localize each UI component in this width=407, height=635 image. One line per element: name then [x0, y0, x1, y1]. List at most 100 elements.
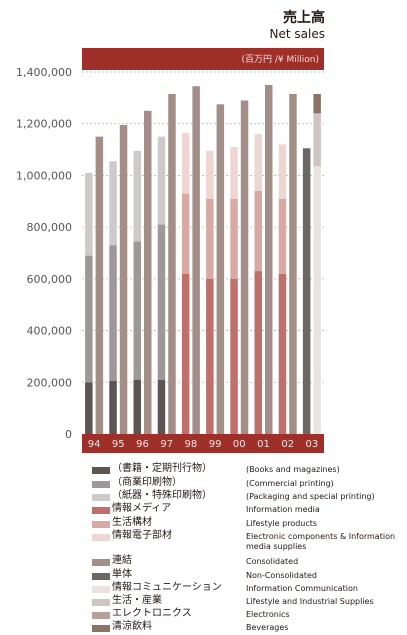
x-tick-label: 96: [136, 439, 149, 450]
bar-segment: [254, 190, 262, 272]
x-tick-label: 98: [185, 439, 198, 450]
bar-segment: [302, 148, 311, 434]
bar-segment: [278, 273, 287, 434]
legend-swatch: [92, 586, 110, 593]
y-tick-label: 1,000,000: [16, 169, 72, 182]
legend-label-jp: 生活構材: [112, 517, 152, 528]
bar-segment: [230, 278, 238, 434]
y-tick-label: 400,000: [27, 325, 73, 338]
legend-label-en: (Packaging and special printing): [246, 492, 375, 501]
legend-swatch: [92, 521, 110, 528]
legend-label-jp: 連結: [112, 555, 132, 566]
legend-label-jp: 情報コミュニケーション: [112, 582, 222, 593]
bar-segment: [230, 198, 238, 279]
bar-segment: [192, 86, 200, 434]
bar-segment: [109, 245, 117, 381]
legend-swatch: [92, 494, 110, 501]
legend-label-jp: 生活・産業: [112, 595, 162, 606]
legend-label-jp: （書籍・定期刊行物）: [112, 463, 212, 474]
chart-title-en: Net sales: [269, 27, 325, 41]
x-tick-label: 99: [209, 439, 222, 450]
bar-segment: [278, 144, 287, 199]
x-axis-band: [82, 434, 324, 453]
bar-segment: [206, 150, 214, 199]
x-tick-label: 02: [281, 439, 294, 450]
bar-segment: [181, 132, 190, 194]
x-tick-label: 01: [257, 439, 270, 450]
legend-label-en: Electronic components & Information medi…: [246, 532, 396, 551]
bar-segment: [95, 136, 104, 434]
legend-label-jp: （紙器・特殊印刷物）: [112, 490, 212, 501]
bar-segment: [85, 172, 93, 256]
bar-segment: [144, 110, 152, 435]
bar-segment: [181, 193, 190, 274]
legend-label-jp: （商業印刷物）: [112, 477, 182, 488]
x-tick-label: 95: [112, 439, 125, 450]
x-tick-label: 94: [88, 439, 101, 450]
legend-swatch: [92, 625, 110, 632]
y-tick-label: 600,000: [27, 273, 73, 286]
bar-segment: [157, 136, 166, 225]
legend-label-jp: 清涼飲料: [112, 621, 152, 632]
unit-banner: (百万円 /¥ Million): [82, 48, 324, 70]
legend-label-en: Information media: [246, 505, 320, 514]
bar-segment: [133, 241, 141, 380]
bar-segment: [313, 113, 321, 167]
x-tick-label: 97: [160, 439, 173, 450]
bar-segment: [157, 379, 166, 434]
y-tick-label: 1,400,000: [16, 66, 72, 79]
bar-segment: [313, 93, 321, 114]
bar-segment: [240, 100, 249, 434]
legend-label-en: (Books and magazines): [246, 465, 340, 474]
legend-label-en: Information Communication: [246, 584, 358, 593]
bar-segment: [85, 382, 93, 434]
legend-swatch: [92, 507, 110, 514]
legend-label-jp: エレクトロニクス: [112, 608, 192, 619]
legend-swatch: [92, 467, 110, 474]
legend-swatch: [92, 573, 110, 580]
legend-label-en: Lifestyle and Industrial Supplies: [246, 597, 374, 606]
bar-segment: [133, 379, 141, 434]
bar-segment: [119, 125, 128, 434]
y-tick-label: 200,000: [27, 376, 73, 389]
bar-segment: [168, 93, 176, 434]
bar-segment: [313, 166, 321, 434]
bar-segment: [230, 146, 238, 199]
bar-segment: [254, 134, 262, 191]
legend-label-en: (Commercial printing): [246, 479, 334, 488]
y-tick-label: 0: [65, 428, 72, 441]
legend-label-jp: 情報電子部材: [112, 530, 172, 541]
bar-segment: [216, 104, 225, 435]
legend-label-jp: 単体: [112, 569, 132, 580]
legend-swatch: [92, 612, 110, 619]
sales-bar-chart: 0 200,000 400,000 600,000 800,000 1,000,000 1,…: [16, 66, 324, 453]
legend-label-en: Non-Consolidated: [246, 571, 318, 580]
bar-segment: [206, 278, 214, 434]
bar-segment: [278, 198, 287, 274]
bar-segment: [157, 224, 166, 380]
bar-segment: [289, 93, 297, 434]
bar-segment: [85, 255, 93, 383]
y-tick-label: 1,200,000: [16, 118, 72, 131]
bar-segment: [254, 271, 262, 434]
bar-segment: [206, 198, 214, 279]
bar-segment: [265, 84, 273, 434]
legend-swatch: [92, 599, 110, 606]
chart-title-jp: 売上高: [283, 10, 325, 26]
legend-swatch: [92, 534, 110, 541]
legend-swatch: [92, 559, 110, 566]
bar-segment: [109, 161, 117, 246]
bar-segment: [133, 150, 141, 242]
bar-segment: [181, 273, 190, 434]
legend-label-en: Electronics: [246, 610, 290, 619]
bar-segment: [109, 380, 117, 434]
legend-swatch: [92, 481, 110, 488]
x-tick-label: 03: [306, 439, 319, 450]
y-tick-label: 800,000: [27, 221, 73, 234]
legend-label-en: Lifestyle products: [246, 519, 318, 528]
legend-label-jp: 情報メディア: [112, 503, 172, 514]
legend-label-en: Consolidated: [246, 557, 299, 566]
unit-label: (百万円 /¥ Million): [241, 55, 319, 65]
x-tick-label: 00: [233, 439, 246, 450]
legend-label-en: Beverages: [246, 623, 289, 632]
